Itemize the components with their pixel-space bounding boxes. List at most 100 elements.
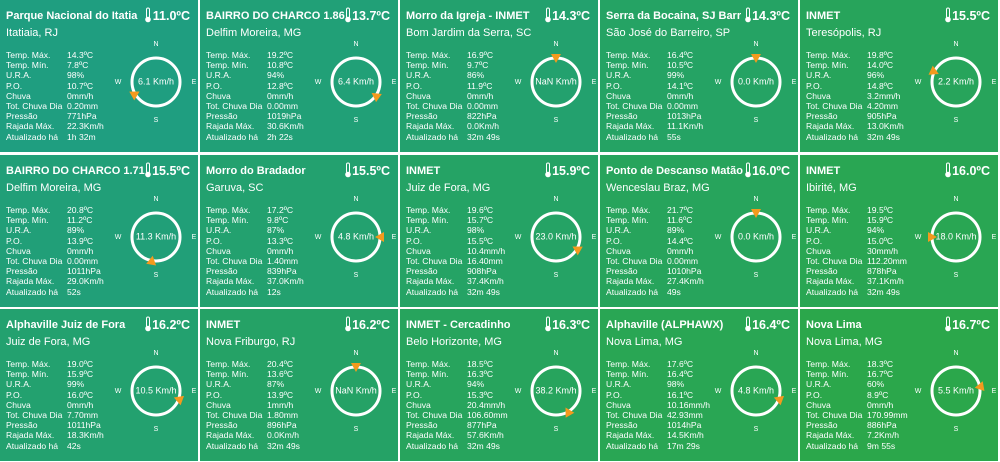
data-label: Chuva bbox=[6, 399, 31, 410]
compass-s: S bbox=[554, 426, 559, 433]
data-label: Temp. Mín. bbox=[206, 60, 249, 71]
data-label: Tot. Chuva Dia bbox=[6, 410, 63, 420]
station-name: Nova Lima bbox=[806, 319, 862, 331]
station-location: Teresópolis, RJ bbox=[806, 27, 882, 39]
station-temp: 15.5ºC bbox=[352, 164, 390, 178]
station-card: BAIRRO DO CHARCO 1.86 13.7ºC Delfim Moreir… bbox=[200, 0, 398, 152]
data-value: 37.1Km/h bbox=[867, 276, 904, 287]
compass-w: W bbox=[115, 234, 122, 241]
compass-e: E bbox=[192, 234, 197, 241]
data-label: Pressão bbox=[806, 111, 838, 122]
data-value: 19.8ºC bbox=[867, 50, 894, 60]
data-value: 908hPa bbox=[467, 266, 497, 277]
data-label: Temp. Mín. bbox=[6, 369, 49, 380]
data-value: 0mm/h bbox=[867, 399, 894, 410]
thermometer-icon bbox=[945, 162, 951, 178]
station-location: Wenceslau Braz, MG bbox=[606, 182, 710, 194]
data-value: 9.7ºC bbox=[467, 60, 489, 71]
data-label: Tot. Chuva Dia bbox=[6, 256, 63, 266]
compass-n: N bbox=[753, 196, 758, 203]
compass-w: W bbox=[315, 388, 322, 395]
data-value: 7.2Km/h bbox=[867, 430, 900, 441]
thermometer-icon bbox=[145, 316, 151, 332]
data-label: Tot. Chuva Dia bbox=[606, 256, 663, 266]
thermo-bulb bbox=[745, 325, 751, 332]
data-value: 0mm/h bbox=[667, 245, 694, 256]
data-label: U.R.A. bbox=[406, 379, 432, 390]
data-value: 1014hPa bbox=[667, 420, 702, 431]
data-value: 2h 22s bbox=[267, 131, 293, 142]
thermo-stem bbox=[346, 316, 350, 328]
data-value: 60% bbox=[867, 379, 885, 390]
station-card: Nova Lima 16.7ºC Nova Lima, MG Temp. Máx. 18… bbox=[800, 309, 998, 461]
thermo-bulb bbox=[545, 171, 551, 178]
wind-compass: N S W E NaN Km/h bbox=[315, 350, 397, 433]
wind-speed: NaN Km/h bbox=[535, 76, 577, 86]
data-label: Chuva bbox=[806, 90, 831, 101]
data-label: Temp. Máx. bbox=[6, 205, 51, 215]
data-value: 15.7ºC bbox=[467, 215, 494, 226]
station-card: INMET - Cercadinho 16.3ºC Belo Horizonte, … bbox=[400, 309, 598, 461]
data-value: 0mm/h bbox=[467, 90, 494, 101]
data-value: 14.0ºC bbox=[867, 60, 894, 71]
data-value: 16.4ºC bbox=[667, 369, 694, 380]
station-card: Alphaville (ALPHAWX) 16.4ºC Nova Lima, MG T… bbox=[600, 309, 798, 461]
wind-arrow bbox=[565, 407, 575, 418]
data-value: 94% bbox=[867, 225, 885, 236]
data-label: U.R.A. bbox=[206, 225, 232, 236]
compass-e: E bbox=[992, 79, 997, 86]
thermo-bulb bbox=[345, 16, 351, 23]
data-label: U.R.A. bbox=[6, 379, 32, 390]
data-value: 16.0ºC bbox=[67, 389, 94, 400]
data-label: U.R.A. bbox=[206, 379, 232, 390]
data-label: Atualizado há bbox=[606, 286, 659, 297]
station-name: INMET bbox=[406, 165, 441, 177]
data-label: Temp. Máx. bbox=[606, 359, 651, 369]
data-label: Pressão bbox=[806, 420, 838, 431]
station-temp: 16.2ºC bbox=[352, 318, 390, 332]
data-value: 87% bbox=[267, 225, 285, 236]
wind-speed: 10.5 Km/h bbox=[135, 385, 176, 395]
station-name: Morro do Bradador bbox=[206, 165, 306, 177]
thermo-stem bbox=[346, 7, 350, 19]
data-value: 106.60mm bbox=[467, 410, 508, 420]
data-value: 11.9ºC bbox=[467, 80, 493, 91]
data-value: 1h 32m bbox=[67, 131, 96, 142]
wind-arrow bbox=[173, 395, 185, 406]
station-card: INMET 15.9ºC Juiz de Fora, MG Temp. Máx. 19.… bbox=[400, 155, 598, 307]
data-label: Temp. Máx. bbox=[206, 50, 251, 60]
station-location: Belo Horizonte, MG bbox=[406, 336, 502, 348]
thermometer-icon bbox=[745, 7, 751, 23]
data-label: P.O. bbox=[606, 80, 623, 91]
station-name: BAIRRO DO CHARCO 1.86 bbox=[206, 10, 345, 22]
data-value: 14.4ºC bbox=[667, 235, 694, 246]
data-label: Temp. Máx. bbox=[806, 205, 851, 215]
data-label: Rajada Máx. bbox=[806, 430, 855, 441]
thermo-stem bbox=[746, 7, 750, 19]
compass-s: S bbox=[954, 426, 959, 433]
data-label: Atualizado há bbox=[806, 286, 859, 297]
compass-w: W bbox=[915, 388, 922, 395]
data-label: Chuva bbox=[606, 245, 631, 256]
data-value: 99% bbox=[67, 379, 85, 390]
data-label: Chuva bbox=[406, 90, 431, 101]
wind-compass: N S W E 6.4 Km/h bbox=[315, 41, 397, 124]
data-value: 99% bbox=[667, 70, 685, 81]
data-label: Tot. Chuva Dia bbox=[6, 101, 63, 111]
compass-e: E bbox=[792, 234, 797, 241]
data-value: 1011hPa bbox=[67, 420, 101, 431]
compass-n: N bbox=[953, 41, 958, 48]
data-label: Pressão bbox=[606, 420, 638, 431]
compass-n: N bbox=[153, 350, 158, 357]
station-name: Ponto de Descanso Matão - bbox=[606, 165, 746, 177]
data-label: Atualizado há bbox=[206, 440, 259, 451]
data-value: 96% bbox=[867, 70, 885, 81]
wind-arrow bbox=[751, 209, 761, 218]
data-label: Temp. Máx. bbox=[206, 205, 251, 215]
data-label: Rajada Máx. bbox=[806, 121, 855, 132]
data-value: 0mm/h bbox=[667, 90, 694, 101]
compass-ring bbox=[530, 365, 582, 417]
data-value: 94% bbox=[267, 70, 285, 81]
data-label: Rajada Máx. bbox=[406, 430, 455, 441]
data-label: Rajada Máx. bbox=[606, 430, 655, 441]
